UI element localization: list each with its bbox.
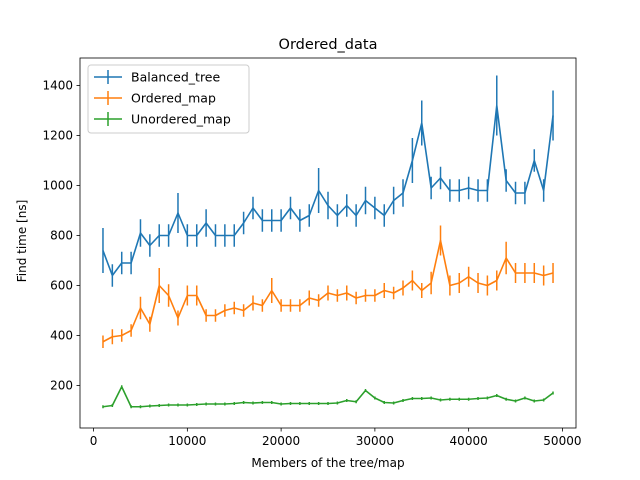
legend-label: Ordered_map xyxy=(131,91,216,106)
legend-label: Balanced_tree xyxy=(131,70,220,85)
series-unordered-map xyxy=(102,385,554,409)
plot-area: 0 10000 20000 30000 40000 50000 200 400 600 800 10… xyxy=(42,57,581,448)
y-tick-label: 1200 xyxy=(42,129,73,143)
series-line xyxy=(102,385,554,408)
y-tick-label: 1400 xyxy=(42,79,73,93)
x-axis-label: Members of the tree/map xyxy=(251,456,404,470)
y-tick-label: 200 xyxy=(50,379,73,393)
legend-label: Unordered_map xyxy=(131,112,231,127)
x-tick-label: 0 xyxy=(90,434,98,448)
x-tick-label: 30000 xyxy=(356,434,394,448)
legend-box xyxy=(87,64,250,134)
x-tick-label: 10000 xyxy=(168,434,206,448)
axes-frame xyxy=(79,57,577,429)
legend: Balanced_tree Ordered_map Unordered_map xyxy=(87,64,250,134)
y-tick-label: 600 xyxy=(50,279,73,293)
series-ordered-map xyxy=(102,225,554,348)
x-tick-label: 20000 xyxy=(262,434,300,448)
y-axis-label: Find time [ns] xyxy=(15,200,29,283)
series-balanced-tree xyxy=(102,75,554,287)
x-tick-label: 50000 xyxy=(543,434,581,448)
y-tick-label: 1000 xyxy=(42,179,73,193)
y-tick-label: 400 xyxy=(50,329,73,343)
series-line xyxy=(102,104,554,277)
y-tick-label: 800 xyxy=(50,229,73,243)
x-tick-label: 40000 xyxy=(450,434,488,448)
chart-title: Ordered_data xyxy=(279,37,378,53)
series-line xyxy=(102,239,554,343)
